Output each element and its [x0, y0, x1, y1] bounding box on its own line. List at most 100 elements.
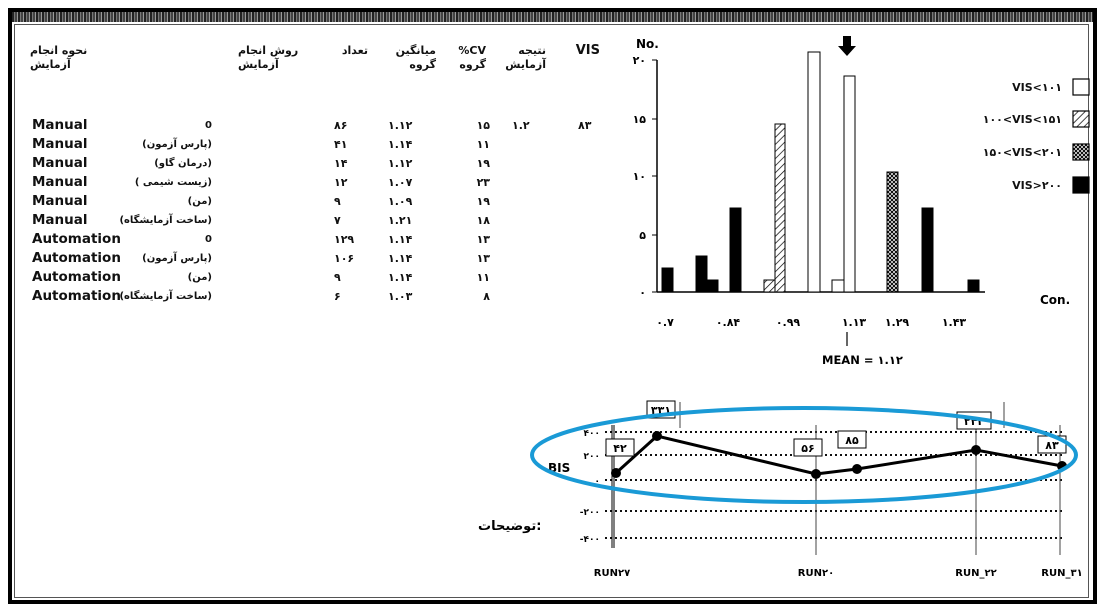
count-cell: ۷ — [334, 214, 341, 227]
y-tick-label: ۱۵ — [633, 113, 647, 126]
mean-cell: ۱.۰۹ — [388, 195, 413, 208]
mean-label: MEAN = ۱.۱۲ — [822, 353, 903, 367]
histogram-y-title: No. — [636, 37, 659, 51]
count-column: ۸۶ ۴۱ ۱۴ ۱۲ ۹ ۷ ۱۲۹ ۱۰۶ ۹ ۶ — [334, 116, 374, 306]
legend-label: ۱۵۰<VIS<۲۰۱ — [982, 146, 1062, 159]
table-row: Manual (پارس آزمون) — [32, 135, 212, 154]
legend-swatch — [1072, 143, 1090, 161]
cv-cell: ۱۱ — [476, 138, 490, 151]
run-x-label: RUN_۲۲ — [955, 568, 996, 579]
legend-item: ۱۵۰<VIS<۲۰۱ — [970, 143, 1092, 163]
legend-swatch — [1072, 78, 1090, 96]
run-point-label: ۸۳ — [1045, 439, 1059, 452]
comment-label: توضیحات: — [478, 519, 541, 534]
run-y-tick-label: -۲۰۰ — [580, 508, 600, 518]
lab-name: (ساخت آزمایشگاه) — [119, 291, 212, 302]
x-tick-label: ۰.۹۹ — [776, 316, 801, 329]
table-row: Automation (من) — [32, 268, 212, 287]
table-row: Manual ( زیست شیمی) — [32, 173, 212, 192]
method-name: Manual — [32, 193, 88, 209]
legend-item: VIS<۱۰۱ — [970, 78, 1092, 98]
cv-cell: ۱۳ — [476, 252, 490, 265]
method-name: Automation — [32, 231, 121, 247]
header-mean: میانگین گروه — [395, 44, 436, 71]
x-tick-label: ۱.۲۹ — [885, 316, 910, 329]
histogram-bar — [695, 255, 708, 293]
run-y-tick-label: -۴۰۰ — [580, 535, 600, 545]
histogram-bar — [886, 171, 899, 293]
count-cell: ۱۲ — [334, 176, 348, 189]
histogram-bar — [967, 279, 980, 293]
table-row: Manual (درمان گاو) — [32, 154, 212, 173]
report-frame — [8, 8, 1097, 604]
annotation-ellipse — [530, 406, 1078, 504]
histogram-x-unit: Con. — [1040, 293, 1070, 307]
run-x-label: RUN_۳۱ — [1041, 568, 1082, 579]
mean-column: ۱.۱۲ ۱.۱۴ ۱.۱۲ ۱.۰۷ ۱.۰۹ ۱.۲۱ ۱.۱۴ ۱.۱۴ ۱.۱۴ ۱.۰۳ — [388, 116, 438, 306]
scan-header-strip — [12, 12, 1093, 22]
mean-cell: ۱.۱۴ — [388, 271, 413, 284]
count-cell: ۸۶ — [334, 119, 348, 132]
count-cell: ۱۴ — [334, 157, 348, 170]
histogram-bar — [843, 75, 856, 293]
mean-arrow-icon — [838, 36, 856, 56]
method-name: Manual — [32, 174, 88, 190]
x-tick-label: ۱.۱۳ — [842, 316, 867, 329]
histogram-bar — [661, 267, 674, 293]
count-cell: ۱۲۹ — [334, 233, 355, 246]
count-cell: ۹ — [334, 271, 341, 284]
header-vis: VIS — [575, 43, 600, 58]
histogram-bar — [807, 51, 821, 293]
header-result: نتیجه آزمایش — [505, 44, 546, 71]
run-point — [852, 464, 862, 474]
legend-item: VIS>۲۰۰ — [970, 176, 1092, 196]
cv-cell: ۲۳ — [476, 176, 490, 189]
histogram-bar — [707, 279, 719, 293]
mean-cell: ۱.۱۴ — [388, 233, 413, 246]
header-cv: %CV گروه — [458, 44, 486, 71]
run-point — [652, 431, 662, 441]
legend-item: ۱۰۰<VIS<۱۵۱ — [970, 110, 1092, 130]
legend-label: ۱۰۰<VIS<۱۵۱ — [982, 113, 1062, 126]
legend-swatch — [1072, 110, 1090, 128]
report-inner-border — [14, 24, 1089, 598]
y-tick-label: ۵ — [639, 229, 646, 242]
x-tick-label: ۰.۸۴ — [716, 316, 741, 329]
histogram-bar — [921, 207, 934, 293]
legend-label: VIS<۱۰۱ — [1012, 81, 1062, 94]
mean-cell: ۱.۱۲ — [388, 157, 413, 170]
run-point-label: ۸۵ — [845, 434, 859, 447]
lab-name: (درمان گاو) — [154, 158, 212, 169]
run-x-label: RUN۲۷ — [594, 568, 630, 579]
mean-cell: ۱.۱۲ — [388, 119, 413, 132]
table-row: Manual (ساخت آزمایشگاه) — [32, 211, 212, 230]
run-point — [611, 468, 621, 478]
vis-value: ۸۳ — [578, 119, 592, 132]
method-name: Manual — [32, 136, 88, 152]
method-column: Manual 0 Manual (پارس آزمون) Manual (درمان گا… — [32, 116, 212, 306]
count-cell: ۶ — [334, 290, 341, 303]
result-value: ۱.۲ — [512, 119, 530, 132]
count-cell: ۴۱ — [334, 138, 348, 151]
count-cell: ۱۰۶ — [334, 252, 355, 265]
run-point-label-box — [605, 438, 635, 457]
cv-cell: ۱۳ — [476, 233, 490, 246]
run-y-tick-label: ۲۰۰ — [584, 452, 600, 462]
method-name: Automation — [32, 269, 121, 285]
run-y-tick-label: ۴۰۰ — [584, 429, 600, 439]
legend-label: VIS>۲۰۰ — [1012, 179, 1062, 192]
histogram-bar — [774, 123, 786, 293]
mean-cell: ۱.۱۴ — [388, 138, 413, 151]
legend-swatch — [1072, 176, 1090, 194]
table-row: Automation (پارس آزمون) — [32, 249, 212, 268]
run-line — [614, 434, 1063, 476]
x-tick-label: ۱.۴۳ — [942, 316, 967, 329]
cv-cell: ۱۱ — [476, 271, 490, 284]
method-name: Manual — [32, 212, 88, 228]
header-count: تعداد — [341, 44, 368, 57]
run-point-label: ۴۲ — [613, 442, 627, 455]
method-name: Manual — [32, 117, 88, 133]
mean-cell: ۱.۰۳ — [388, 290, 413, 303]
